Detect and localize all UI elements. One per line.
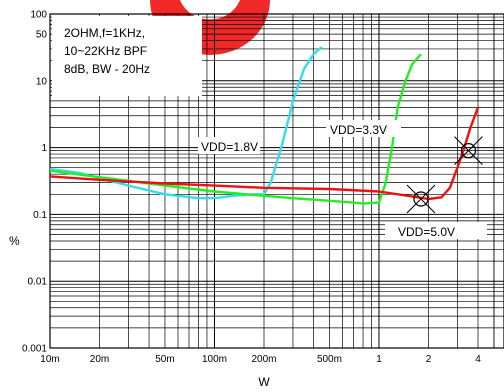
- series-label-vdd-1.8: VDD=1.8V: [201, 140, 258, 154]
- condition-line-1: 2OHM,f=1KHz,: [64, 26, 145, 40]
- x-tick-label: 1: [376, 354, 382, 365]
- marker-circle: [413, 191, 429, 207]
- y-axis-label: %: [9, 234, 20, 248]
- marker-crossed-circle: [454, 136, 483, 166]
- x-tick-label: 200m: [251, 354, 276, 365]
- label-vdd-1.8: VDD=1.8V: [198, 137, 260, 154]
- y-tick-label: 1: [41, 143, 47, 154]
- x-axis-label: W: [258, 375, 270, 389]
- series-line-vdd3.3v: [50, 53, 422, 205]
- marker-cross-b: [406, 184, 436, 214]
- y-tick-label: 100: [30, 10, 47, 21]
- plot-frame: [49, 13, 504, 349]
- series-label-vdd-5.0: VDD=5.0V: [398, 225, 455, 239]
- x-tick-label: 10m: [40, 354, 59, 365]
- y-tick-labels: 0.001 0.01 0.1 1 10 50 100: [22, 10, 47, 355]
- condition-line-3: 8dB, BW - 20Hz: [64, 62, 150, 76]
- marker-circle: [460, 143, 477, 159]
- series-label-vdd-3.3: VDD=3.3V: [330, 123, 387, 137]
- x-tick-labels: 10m 20m 50m 100m 200m 500m 1 2 4: [40, 354, 481, 365]
- y-tick-label: 0.1: [33, 210, 47, 221]
- y-tick-label: 0.01: [28, 277, 48, 288]
- label-vdd-3.3: VDD=3.3V: [326, 120, 401, 137]
- marker-crossed-circle: [406, 184, 436, 214]
- y-tick-label: 0.001: [22, 344, 47, 355]
- markers: [406, 136, 483, 214]
- x-tick-label: 500m: [317, 354, 342, 365]
- label-vdd-5.0: VDD=5.0V: [385, 222, 487, 239]
- x-tick-label: 2: [426, 354, 432, 365]
- y-tick-label: 50: [36, 30, 48, 41]
- condition-box: 2OHM,f=1KHz, 10~22KHz BPF 8dB, BW - 20Hz: [52, 16, 202, 96]
- condition-line-2: 10~22KHz BPF: [64, 44, 147, 58]
- x-tick-label: 4: [475, 354, 481, 365]
- x-tick-label: 20m: [90, 354, 109, 365]
- marker-cross-b: [454, 136, 483, 166]
- x-tick-label: 100m: [202, 354, 227, 365]
- y-tick-label: 10: [36, 76, 48, 87]
- plot-border: [49, 13, 504, 349]
- x-tick-label: 50m: [155, 354, 174, 365]
